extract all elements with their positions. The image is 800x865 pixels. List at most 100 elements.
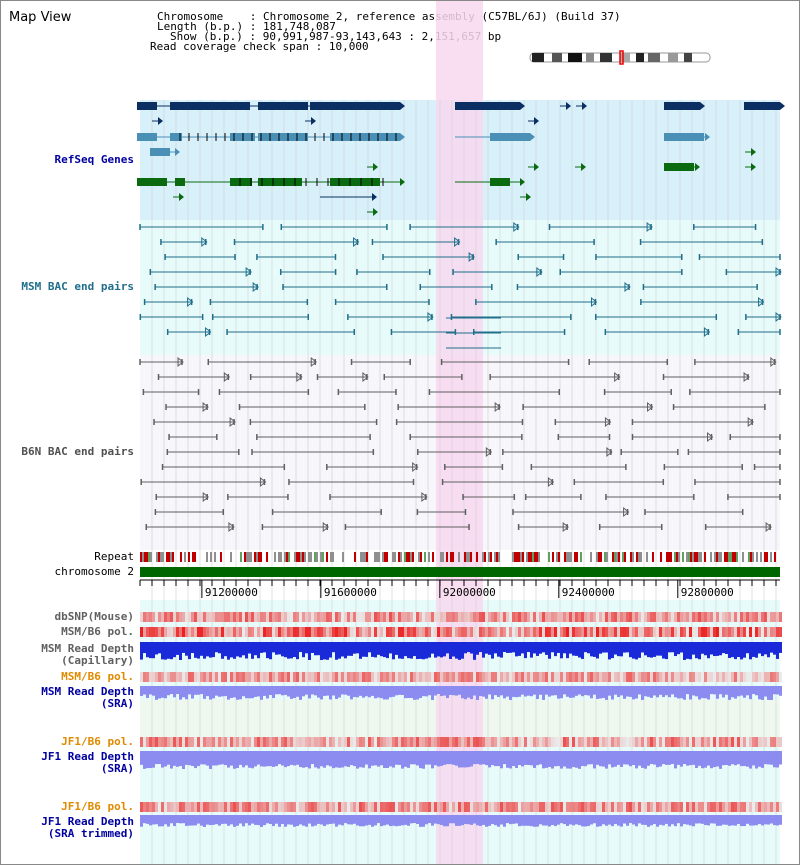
track-label-b6n-bac[interactable]: B6N BAC end pairs xyxy=(21,445,134,458)
depth-bar xyxy=(158,642,161,654)
depth-bar xyxy=(293,686,296,699)
pol-cell xyxy=(263,802,266,812)
pol-cell xyxy=(173,737,176,747)
pol-cell xyxy=(602,612,605,622)
pol-cell xyxy=(680,672,683,682)
repeat-mark xyxy=(526,552,528,562)
pol-cell xyxy=(503,737,506,747)
depth-bar xyxy=(593,815,596,824)
depth-bar xyxy=(584,751,587,767)
bac-arrow xyxy=(494,401,501,413)
pol-cell xyxy=(515,627,518,637)
pol-cell xyxy=(470,672,473,682)
depth-bar xyxy=(404,686,407,699)
track-label-msm-depth-cap[interactable]: MSM Read Depth (Capillary) xyxy=(41,643,134,667)
track-label-chromosome[interactable]: chromosome 2 xyxy=(54,565,134,578)
bac-arrow xyxy=(421,491,428,503)
depth-bar xyxy=(512,751,515,767)
pol-cell xyxy=(518,627,521,637)
depth-bar xyxy=(461,686,464,699)
pol-cell xyxy=(587,627,590,637)
pol-cell xyxy=(650,627,653,637)
repeat-mark xyxy=(630,552,632,562)
pol-cell xyxy=(164,737,167,747)
pol-cell xyxy=(257,627,260,637)
depth-bar xyxy=(473,815,476,824)
pol-cell xyxy=(176,737,179,747)
track-label-msm-depth-sra[interactable]: MSM Read Depth (SRA) xyxy=(41,686,134,710)
depth-bar xyxy=(428,642,431,658)
pol-cell xyxy=(299,672,302,682)
pol-cell xyxy=(161,627,164,637)
pol-cell xyxy=(428,802,431,812)
gene-arrow xyxy=(530,133,535,141)
depth-bar xyxy=(764,751,767,765)
pol-cell xyxy=(512,612,515,622)
track-label-msm-b6-pol[interactable]: MSM/B6 pol. xyxy=(61,625,134,638)
pol-cell xyxy=(329,737,332,747)
depth-bar xyxy=(455,815,458,826)
depth-bar xyxy=(197,642,200,659)
pol-cell xyxy=(473,672,476,682)
depth-bar xyxy=(395,815,398,827)
track-label-repeat[interactable]: Repeat xyxy=(94,550,134,563)
pol-cell xyxy=(188,627,191,637)
pol-cell xyxy=(695,627,698,637)
pol-cell xyxy=(455,737,458,747)
depth-bar xyxy=(599,751,602,767)
repeat-mark xyxy=(646,552,648,562)
pol-cell xyxy=(383,627,386,637)
depth-bar xyxy=(422,642,425,660)
depth-bar xyxy=(356,751,359,769)
depth-bar xyxy=(362,686,365,698)
pol-cell xyxy=(452,672,455,682)
track-label-jf1-depth-sra[interactable]: JF1 Read Depth (SRA) xyxy=(41,751,134,775)
gene-arrow xyxy=(520,102,525,110)
pol-cell xyxy=(254,627,257,637)
pol-cell xyxy=(323,802,326,812)
repeat-mark xyxy=(600,552,602,562)
pol-cell xyxy=(464,612,467,622)
pol-cell xyxy=(407,612,410,622)
pol-cell xyxy=(656,802,659,812)
pol-cell xyxy=(590,627,593,637)
depth-bar xyxy=(281,815,284,825)
pol-cell xyxy=(275,737,278,747)
pol-cell xyxy=(566,627,569,637)
pol-cell xyxy=(734,802,737,812)
track-label-refseq[interactable]: RefSeq Genes xyxy=(54,153,134,166)
chromosome-ideogram[interactable] xyxy=(528,50,713,66)
track-label-dbsnp[interactable]: dbSNP(Mouse) xyxy=(54,610,134,623)
depth-bar xyxy=(335,686,338,699)
pol-cell xyxy=(755,612,758,622)
pol-cell xyxy=(155,737,158,747)
track-label-jf1-depth-trim[interactable]: JF1 Read Depth (SRA trimmed) xyxy=(41,816,134,840)
depth-bar xyxy=(743,686,746,698)
pol-cell xyxy=(632,612,635,622)
repeat-mark xyxy=(288,552,290,562)
pol-cell xyxy=(524,802,527,812)
pol-cell xyxy=(221,672,224,682)
pol-cell xyxy=(590,737,593,747)
depth-bar xyxy=(293,642,296,658)
track-label-msm-bac[interactable]: MSM BAC end pairs xyxy=(21,280,134,293)
depth-bar xyxy=(458,642,461,660)
pol-cell xyxy=(572,737,575,747)
track-label-jf1-b6-pol-2[interactable]: JF1/B6 pol. xyxy=(61,800,134,813)
depth-bar xyxy=(266,751,269,767)
pol-cell xyxy=(761,627,764,637)
depth-bar xyxy=(434,751,437,766)
depth-bar xyxy=(533,686,536,695)
depth-bar xyxy=(461,815,464,826)
gene-exon xyxy=(258,102,308,110)
pol-cell xyxy=(527,612,530,622)
repeat-mark xyxy=(732,552,734,562)
track-label-jf1-b6-pol[interactable]: JF1/B6 pol. xyxy=(61,735,134,748)
pol-cell xyxy=(152,802,155,812)
pol-cell xyxy=(530,627,533,637)
depth-bar xyxy=(755,686,758,696)
pol-cell xyxy=(743,672,746,682)
track-label-msm-b6-pol-2[interactable]: MSM/B6 pol. xyxy=(61,670,134,683)
depth-bar xyxy=(596,815,599,827)
